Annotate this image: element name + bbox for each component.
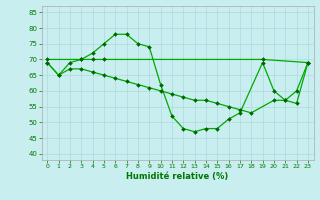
X-axis label: Humidité relative (%): Humidité relative (%) <box>126 172 229 181</box>
